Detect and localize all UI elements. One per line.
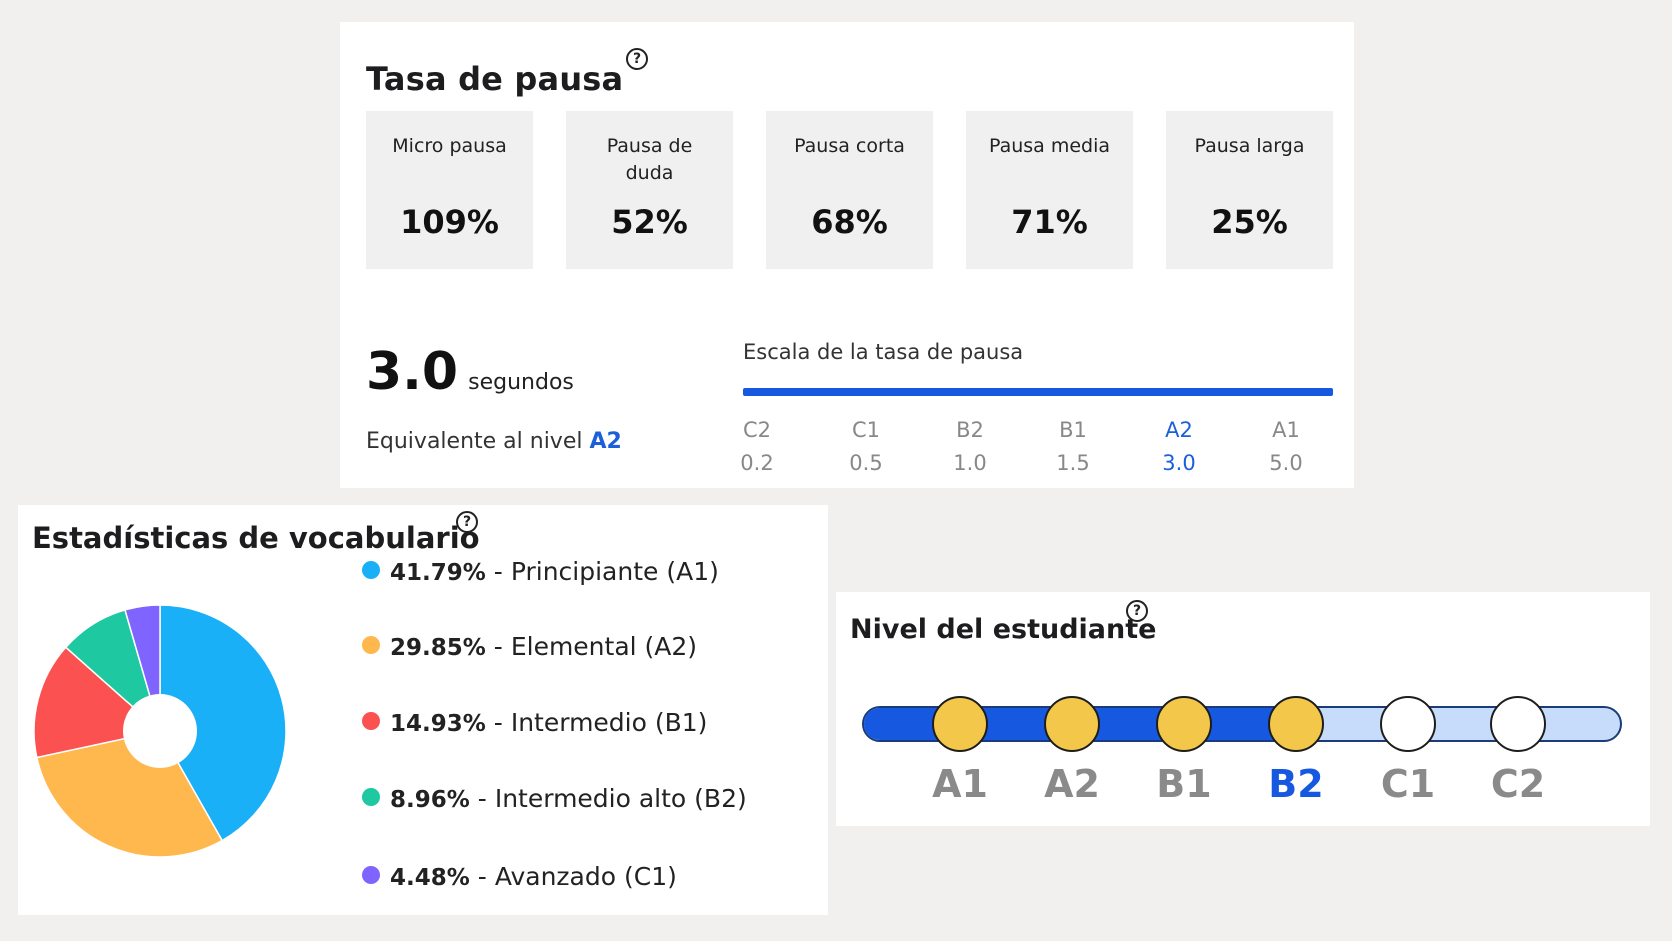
scale-title: Escala de la tasa de pausa: [743, 340, 1024, 364]
legend-separator: -: [493, 557, 503, 586]
legend-item: 8.96% - Intermedio alto (B2): [362, 784, 747, 813]
tile-label: Pausa larga: [1194, 135, 1305, 157]
equivalent-level: Equivalente al nivel A2: [366, 429, 622, 454]
level-node-b1: [1156, 696, 1212, 752]
legend-percent: 14.93%: [390, 711, 486, 737]
tile-medium-pause: Pausa media 71%: [966, 111, 1133, 269]
legend-color-dot: [362, 712, 380, 730]
scale-tick-level: A1: [1272, 418, 1300, 442]
scale-tick-value: 3.0: [1162, 451, 1196, 475]
scale-tick-level: C1: [851, 418, 881, 442]
tile-value: 71%: [1011, 203, 1088, 241]
scale-tick-b1: B1 1.5: [1043, 414, 1103, 480]
pause-rate-title: Tasa de pausa: [366, 60, 624, 98]
level-label-b1: B1: [1156, 762, 1212, 806]
legend-separator: -: [477, 862, 487, 891]
scale-tick-value: 0.5: [849, 451, 883, 475]
student-level-title: Nivel del estudiante: [850, 614, 1157, 645]
scale-tick-a1: A1 5.0: [1256, 414, 1316, 480]
tile-label: Pausa media: [988, 135, 1111, 157]
legend-label: Elemental (A2): [510, 632, 698, 661]
tile-micro-pause: Micro pausa 109%: [366, 111, 533, 269]
student-level-help-icon[interactable]: ?: [1126, 600, 1148, 622]
tile-label: Pausa de duda: [606, 135, 693, 184]
pause-tiles: Micro pausa 109% Pausa de duda 52% Pausa…: [366, 111, 1334, 269]
level-label-c1: C1: [1380, 762, 1436, 806]
level-node-c2: [1490, 696, 1546, 752]
legend-item: 29.85% - Elemental (A2): [362, 632, 697, 661]
scale-ticks: C2 0.2 C1 0.5 B2 1.0 B1 1.5 A2 3.0 A1 5.0: [740, 414, 1333, 484]
legend-label: Intermedio (B1): [510, 708, 708, 737]
vocabulary-stats-card: Estadísticas de vocabulario ? 41.79% - Pri…: [18, 505, 828, 915]
level-node-b2: [1268, 696, 1324, 752]
level-node-a1: [932, 696, 988, 752]
level-node-a2: [1044, 696, 1100, 752]
scale-tick-value: 0.2: [740, 451, 774, 475]
legend-percent: 29.85%: [390, 635, 486, 661]
pause-seconds: 3.0 segundos: [366, 342, 574, 402]
donut-hole: [123, 694, 197, 768]
scale-tick-c1: C1 0.5: [836, 414, 896, 480]
legend-color-dot: [362, 561, 380, 579]
pause-seconds-unit: segundos: [468, 370, 574, 395]
equivalent-level-value: A2: [589, 429, 622, 454]
legend-item: 4.48% - Avanzado (C1): [362, 862, 677, 891]
vocabulary-donut-chart: [33, 604, 287, 858]
tile-label: Pausa corta: [794, 135, 905, 157]
scale-tick-b2: B2 1.0: [940, 414, 1000, 480]
scale-tick-value: 5.0: [1269, 451, 1303, 475]
legend-separator: -: [493, 632, 503, 661]
pause-rate-help-icon[interactable]: ?: [626, 48, 648, 70]
tile-label: Micro pausa: [392, 135, 507, 157]
tile-value: 25%: [1211, 203, 1288, 241]
legend-label: Principiante (A1): [510, 557, 719, 586]
legend-percent: 8.96%: [390, 787, 470, 813]
scale-tick-level: B2: [956, 418, 984, 442]
student-level-card: Nivel del estudiante ? A1 A2 B1 B2 C1 C2: [836, 592, 1650, 826]
legend-color-dot: [362, 866, 380, 884]
tile-value: 68%: [811, 203, 888, 241]
level-label-c2: C2: [1490, 762, 1546, 806]
legend-percent: 41.79%: [390, 560, 486, 586]
vocabulary-title: Estadísticas de vocabulario: [32, 521, 480, 555]
legend-item: 41.79% - Principiante (A1): [362, 557, 719, 586]
legend-separator: -: [477, 784, 487, 813]
pie-slice-0: [159, 604, 287, 842]
pause-rate-card: Tasa de pausa ? Micro pausa 109% Pausa d…: [340, 22, 1354, 488]
level-label-b2: B2: [1268, 762, 1324, 806]
legend-label: Avanzado (C1): [494, 862, 677, 891]
pause-seconds-value: 3.0: [366, 342, 459, 402]
legend-separator: -: [493, 708, 503, 737]
tile-value: 52%: [611, 203, 688, 241]
vocabulary-help-icon[interactable]: ?: [456, 511, 478, 533]
level-label-a1: A1: [932, 762, 988, 806]
scale-tick-level: A2: [1165, 418, 1193, 442]
tile-value: 109%: [400, 203, 499, 241]
legend-color-dot: [362, 636, 380, 654]
scale-tick-a2: A2 3.0: [1149, 414, 1209, 480]
scale-tick-c2: C2 0.2: [727, 414, 787, 480]
legend-color-dot: [362, 788, 380, 806]
level-node-c1: [1380, 696, 1436, 752]
scale-tick-level: B1: [1059, 418, 1087, 442]
scale-tick-level: C2: [742, 418, 772, 442]
tile-long-pause: Pausa larga 25%: [1166, 111, 1333, 269]
scale-bar: [743, 388, 1333, 396]
scale-tick-value: 1.5: [1056, 451, 1090, 475]
legend-label: Intermedio alto (B2): [494, 784, 747, 813]
legend-item: 14.93% - Intermedio (B1): [362, 708, 707, 737]
tile-short-pause: Pausa corta 68%: [766, 111, 933, 269]
scale-tick-value: 1.0: [953, 451, 987, 475]
equivalent-level-prefix: Equivalente al nivel: [366, 429, 583, 454]
legend-percent: 4.48%: [390, 865, 470, 891]
tile-hesitation-pause: Pausa de duda 52%: [566, 111, 733, 269]
level-label-a2: A2: [1044, 762, 1100, 806]
